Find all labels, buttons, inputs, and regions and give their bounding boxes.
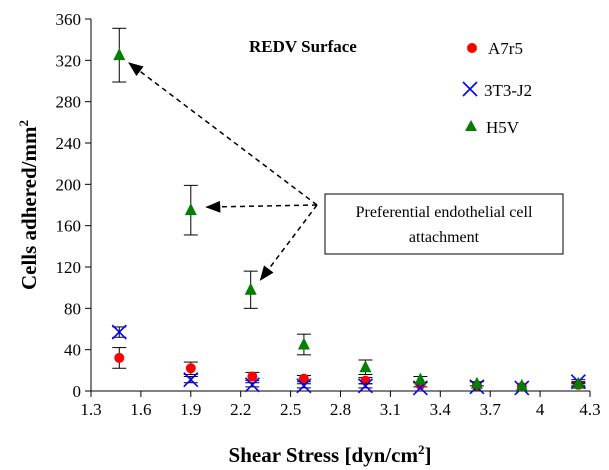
x-tick-label: 1.3 xyxy=(80,400,101,419)
legend-marker-h5v xyxy=(465,120,477,131)
point-h5v xyxy=(244,282,257,295)
y-tick-label: 120 xyxy=(56,258,82,277)
point-h5v xyxy=(572,376,585,389)
y-tick-label: 200 xyxy=(56,175,82,194)
point-h5v xyxy=(359,360,372,373)
x-tick-label: 2.8 xyxy=(330,400,351,419)
legend: A7r5 3T3-J2 H5V xyxy=(462,39,532,137)
chart-title: REDV Surface xyxy=(249,37,357,56)
point-a7r5 xyxy=(247,371,258,382)
annotation-arrow xyxy=(128,62,318,206)
x-tick-label: 3.1 xyxy=(380,400,401,419)
point-stroke xyxy=(244,377,260,393)
point-stroke xyxy=(183,372,199,388)
point-stroke xyxy=(357,378,374,394)
point-h5v xyxy=(184,203,197,216)
legend-marker-a7r5 xyxy=(467,43,477,53)
point-h5v xyxy=(297,337,310,350)
legend-label-a7r5: A7r5 xyxy=(488,39,523,58)
point-stroke xyxy=(296,378,312,394)
x-tick-label: 4 xyxy=(536,400,545,419)
annotation-line-1: Preferential endothelial cell xyxy=(356,204,533,221)
x-tick-label: 3.4 xyxy=(430,400,452,419)
y-tick-label: 280 xyxy=(56,93,82,112)
point-stroke xyxy=(111,324,127,340)
y-tick-label: 360 xyxy=(56,10,82,29)
legend-label-3t3j2: 3T3-J2 xyxy=(484,81,532,100)
data-marks xyxy=(111,27,586,396)
annotation-arrow xyxy=(205,200,318,213)
point-3t3j2 xyxy=(183,372,199,388)
x-tick-label: 4.3 xyxy=(579,400,600,419)
y-tick-label: 40 xyxy=(64,341,81,360)
annotation: Preferential endothelial cell attachment xyxy=(128,62,564,281)
point-a7r5 xyxy=(185,363,196,374)
point-a7r5 xyxy=(298,373,309,384)
y-axis-title: Cells adhered/mm2 xyxy=(16,120,41,290)
y-tick-label: 0 xyxy=(73,382,82,401)
point-h5v xyxy=(515,378,528,391)
legend-marker-3t3j2 xyxy=(462,81,478,97)
y-tick-label: 240 xyxy=(56,134,82,153)
x-axis-title: Shear Stress [dyn/cm2] xyxy=(229,442,432,467)
y-tick-label: 160 xyxy=(56,217,82,236)
y-tick-label: 80 xyxy=(64,299,81,318)
point-3t3j2 xyxy=(296,378,312,394)
annotation-line-2: attachment xyxy=(409,229,480,246)
x-tick-label: 2.5 xyxy=(280,400,301,419)
annotation-arrow xyxy=(259,204,318,281)
x-tick-label: 1.9 xyxy=(180,400,201,419)
annotation-box xyxy=(324,193,564,255)
point-3t3j2 xyxy=(244,377,260,393)
point-3t3j2 xyxy=(111,324,127,340)
legend-label-h5v: H5V xyxy=(486,118,520,137)
x-tick-label: 1.6 xyxy=(130,400,151,419)
point-a7r5 xyxy=(114,352,125,363)
point-h5v xyxy=(470,376,483,389)
point-h5v xyxy=(113,48,126,61)
y-tick-label: 320 xyxy=(56,51,82,70)
ticks: 0 40 80 120 160 200 240 280 320 360 1.3 1.6 1.9 2.2 2.… xyxy=(56,10,601,419)
annotation-arrows xyxy=(128,62,318,281)
x-tick-label: 2.2 xyxy=(230,400,251,419)
x-tick-label: 3.7 xyxy=(480,400,502,419)
point-3t3j2 xyxy=(357,378,374,394)
point-h5v xyxy=(414,372,427,385)
